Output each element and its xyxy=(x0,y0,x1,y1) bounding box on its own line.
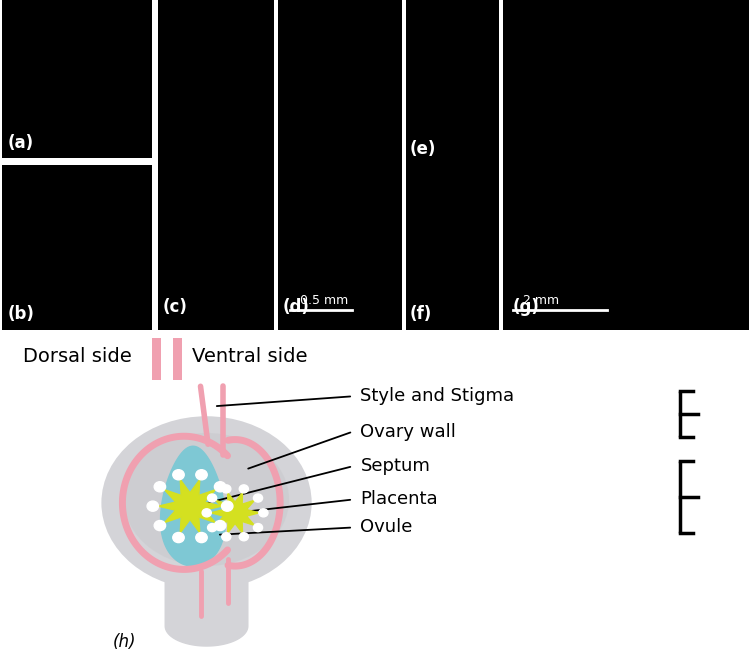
Polygon shape xyxy=(158,480,222,533)
Text: (d): (d) xyxy=(283,298,309,316)
Bar xyxy=(152,338,161,380)
Circle shape xyxy=(240,485,249,493)
Text: Ovary wall: Ovary wall xyxy=(360,422,457,441)
Ellipse shape xyxy=(101,416,312,589)
Circle shape xyxy=(196,533,207,543)
Circle shape xyxy=(253,494,263,502)
Bar xyxy=(173,338,182,380)
Text: Style and Stigma: Style and Stigma xyxy=(360,387,514,406)
Circle shape xyxy=(147,501,158,511)
Text: (a): (a) xyxy=(8,134,34,152)
Text: Dorsal side: Dorsal side xyxy=(23,347,131,366)
Text: Septum: Septum xyxy=(360,457,430,476)
Text: Ventral side: Ventral side xyxy=(192,347,307,366)
Ellipse shape xyxy=(124,433,289,566)
Circle shape xyxy=(196,470,207,480)
Circle shape xyxy=(240,533,249,541)
Circle shape xyxy=(173,470,184,480)
Polygon shape xyxy=(165,576,248,646)
Text: (e): (e) xyxy=(409,141,436,159)
Text: 0.5 mm: 0.5 mm xyxy=(300,294,348,306)
Circle shape xyxy=(154,521,166,531)
Text: (h): (h) xyxy=(113,633,136,651)
Circle shape xyxy=(214,521,226,531)
Text: (g): (g) xyxy=(513,298,540,316)
Circle shape xyxy=(214,482,226,492)
Text: (b): (b) xyxy=(8,305,35,323)
Circle shape xyxy=(154,482,166,492)
Polygon shape xyxy=(161,446,225,566)
Text: Placenta: Placenta xyxy=(360,490,438,509)
Circle shape xyxy=(202,509,211,517)
Text: 2 mm: 2 mm xyxy=(523,294,559,306)
Circle shape xyxy=(222,501,233,511)
Circle shape xyxy=(207,523,217,531)
Circle shape xyxy=(173,533,184,543)
Text: Ovule: Ovule xyxy=(360,518,413,537)
Text: (c): (c) xyxy=(162,298,187,316)
Polygon shape xyxy=(211,493,259,533)
Circle shape xyxy=(222,485,231,493)
Circle shape xyxy=(222,533,231,541)
Circle shape xyxy=(207,494,217,502)
Circle shape xyxy=(253,523,263,531)
Circle shape xyxy=(259,509,268,517)
Text: (f): (f) xyxy=(409,305,432,323)
